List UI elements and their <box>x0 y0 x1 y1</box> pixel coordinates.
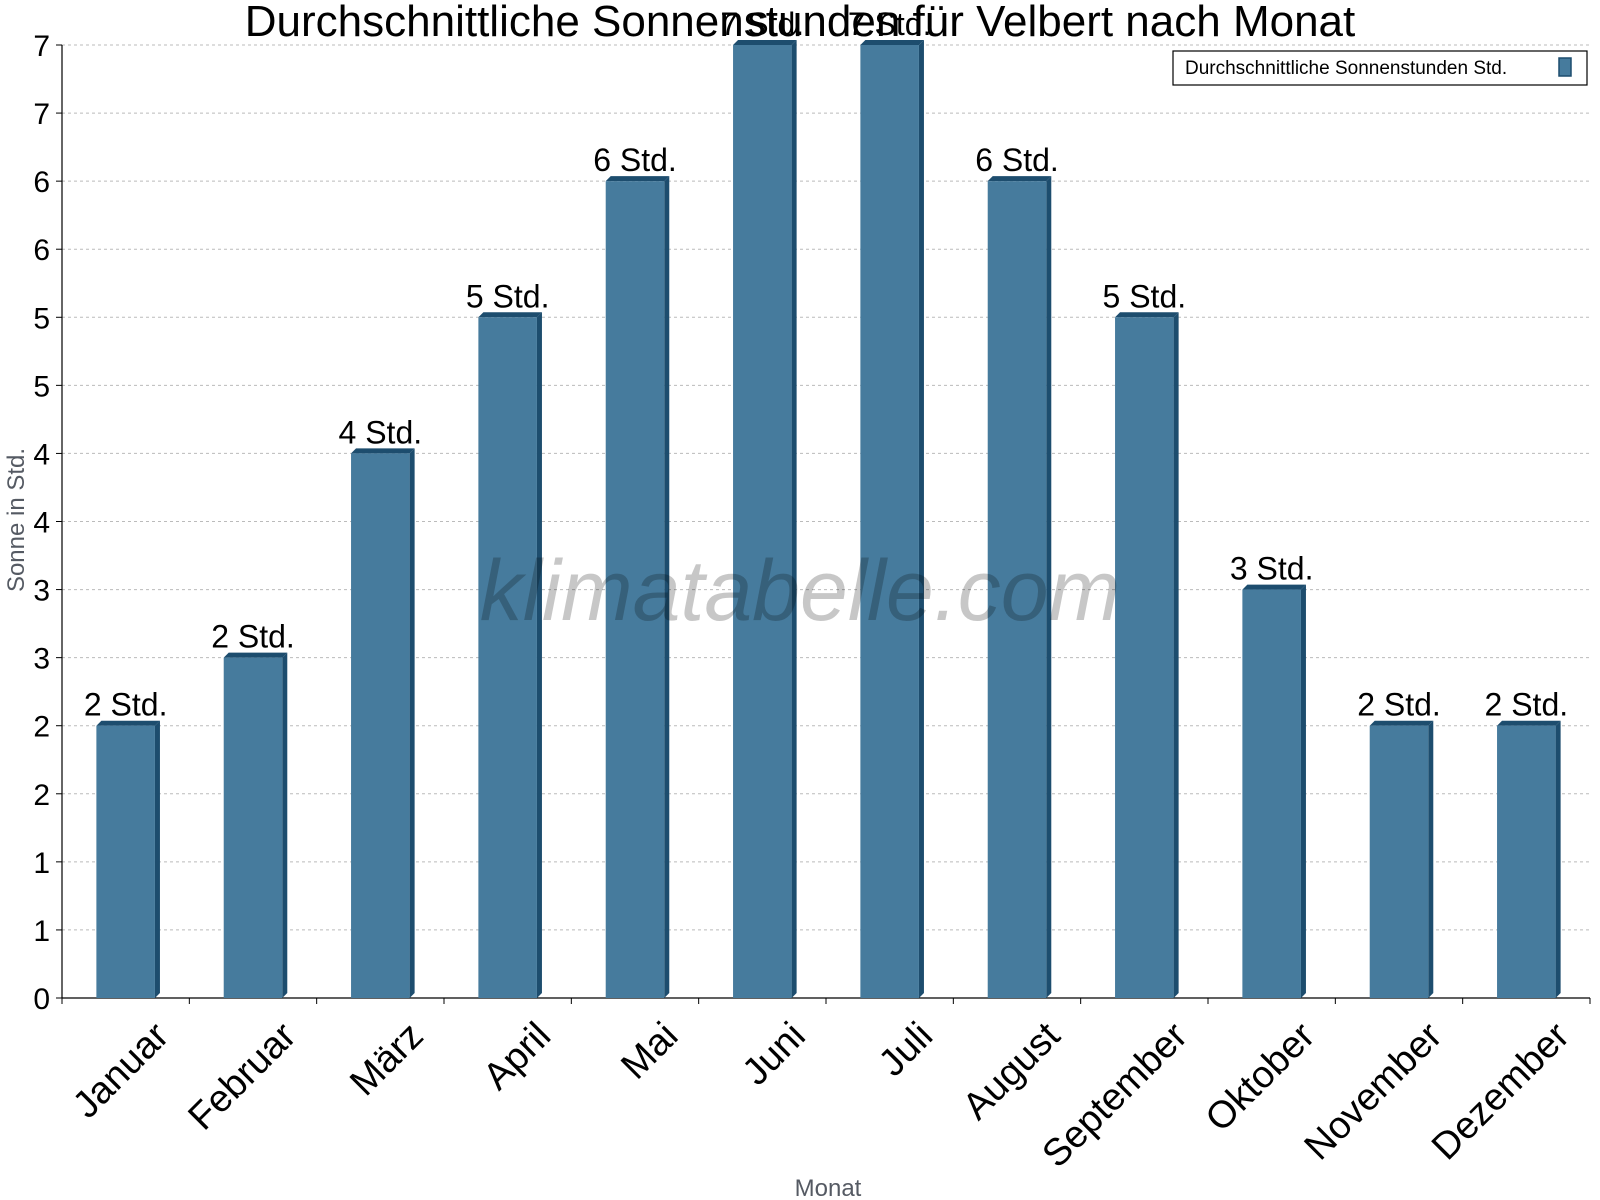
bar-side <box>409 448 415 998</box>
bar-side <box>1555 720 1561 998</box>
y-tick-label: 5 <box>33 370 50 403</box>
bar-top <box>478 312 542 318</box>
y-tick-label: 2 <box>33 779 50 812</box>
x-axis-title: Monat <box>795 1175 862 1200</box>
y-tick-label: 6 <box>33 234 50 267</box>
bar <box>478 317 537 998</box>
legend-label: Durchschnittliche Sonnenstunden Std. <box>1185 58 1507 79</box>
y-tick-labels: 0 1 1 2 2 3 3 4 4 5 5 6 6 7 7 <box>33 30 50 1016</box>
bar-top <box>351 448 415 454</box>
data-label: 2 Std. <box>1357 687 1441 723</box>
bar <box>1242 589 1301 998</box>
bar <box>605 181 665 999</box>
data-label: 6 Std. <box>593 142 677 178</box>
x-tick-label: April <box>476 1015 559 1098</box>
y-tick-label: 7 <box>33 98 50 131</box>
y-axis-title: Sonne in Std. <box>3 448 30 592</box>
legend-box <box>1172 50 1588 86</box>
data-label: 7 Std. <box>848 6 932 42</box>
y-tick-label: 4 <box>33 438 50 471</box>
bar-top <box>223 652 288 658</box>
y-tick-label: 5 <box>33 302 50 335</box>
data-label: 5 Std. <box>466 278 550 314</box>
x-tick-label: Mai <box>613 1015 686 1088</box>
bar-side <box>918 40 924 998</box>
bar-top <box>987 176 1052 182</box>
y-tick-label: 0 <box>33 983 50 1016</box>
bar-side <box>1428 720 1434 998</box>
data-label: 6 Std. <box>975 142 1059 178</box>
x-tick-label: Januar <box>65 1014 177 1126</box>
y-tick-label: 6 <box>33 166 50 199</box>
bars <box>96 40 1561 999</box>
legend-swatch <box>1558 57 1572 77</box>
y-tick-label: 3 <box>33 575 50 608</box>
bar <box>733 45 792 998</box>
bar-side <box>791 40 797 998</box>
data-label: 3 Std. <box>1230 551 1314 587</box>
data-label: 2 Std. <box>211 619 295 655</box>
x-tick-label: Juni <box>735 1015 814 1094</box>
x-tick-label: August <box>955 1014 1069 1128</box>
bar <box>1115 317 1174 998</box>
data-label: 5 Std. <box>1103 278 1187 314</box>
bar-top <box>1242 584 1306 590</box>
bar <box>351 453 410 998</box>
x-tick-label: März <box>342 1015 431 1104</box>
x-tick-label: Februar <box>181 1014 305 1138</box>
bar-top <box>1115 312 1179 318</box>
data-labels: 2 Std. 2 Std. 4 Std. 5 Std. 6 Std. 7 Std. 7 St… <box>84 6 1568 723</box>
bar-top <box>733 40 797 45</box>
bar-top <box>1369 720 1434 726</box>
x-tick-label: Oktober <box>1198 1014 1324 1140</box>
bar-side <box>282 652 288 998</box>
grid-lines <box>56 44 1590 999</box>
bar-side <box>664 176 670 999</box>
y-tick-label: 4 <box>33 507 50 540</box>
bar <box>987 181 1047 999</box>
y-tick-label: 1 <box>33 915 50 948</box>
bar <box>1497 725 1556 998</box>
bar-top <box>1497 720 1561 726</box>
bar-top <box>605 176 670 182</box>
x-tick-label: November <box>1297 1014 1451 1168</box>
data-label: 2 Std. <box>1485 687 1569 723</box>
x-tick-label: Dezember <box>1424 1014 1578 1168</box>
bar <box>223 657 283 998</box>
y-tick-label: 1 <box>33 847 50 880</box>
data-label: 2 Std. <box>84 687 168 723</box>
bar <box>1369 725 1429 998</box>
y-tick-label: 7 <box>33 30 50 63</box>
axes <box>61 45 1591 1004</box>
y-tick-label: 3 <box>33 643 50 676</box>
bar-side <box>1046 176 1052 999</box>
data-label: 7 Std. <box>721 6 805 42</box>
bar-side <box>536 312 542 998</box>
chart-title: Durchschnittliche Sonnenstunden für Velb… <box>245 0 1355 46</box>
legend: Durchschnittliche Sonnenstunden Std. <box>1172 50 1588 86</box>
data-label: 4 Std. <box>339 414 423 450</box>
bar-top <box>860 40 924 45</box>
x-tick-label: Juli <box>871 1015 941 1085</box>
bar-side <box>1173 312 1179 998</box>
bar-top <box>96 720 160 726</box>
x-tick-labels: Januar Februar März April Mai Juni Juli AugustS… <box>65 1014 1578 1175</box>
bar <box>860 45 919 998</box>
y-tick-label: 2 <box>33 711 50 744</box>
bar-side <box>154 720 160 998</box>
bar-side <box>1300 584 1306 998</box>
watermark: klimatabelle.com <box>480 543 1120 639</box>
bar <box>96 725 155 998</box>
